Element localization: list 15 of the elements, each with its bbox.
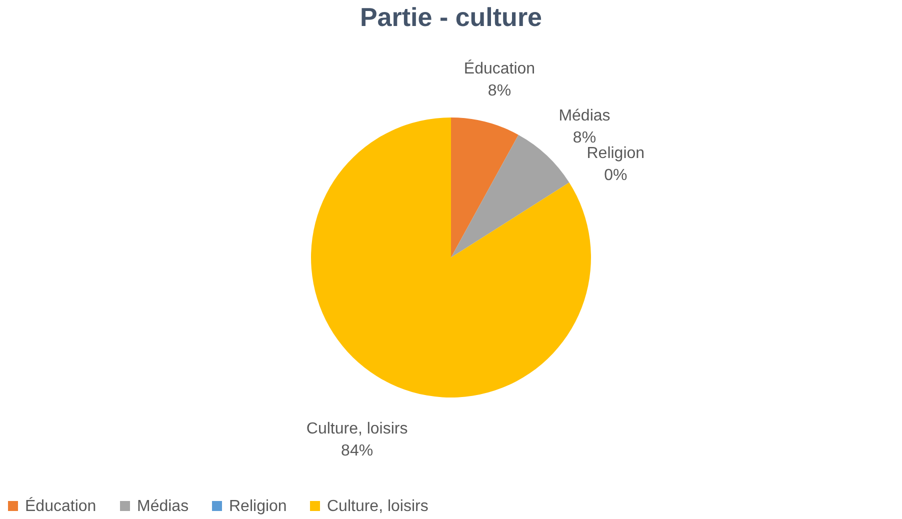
legend-label: Médias: [137, 498, 189, 515]
slice-label: Éducation: [464, 60, 536, 78]
pie-slice: [451, 134, 570, 258]
data-label: 8%: [572, 129, 596, 146]
slice-label: Culture, loisirs: [306, 420, 408, 438]
legend-label: Éducation: [25, 497, 96, 515]
legend-label: Culture, loisirs: [327, 498, 428, 515]
slice-label: Médias: [558, 107, 610, 124]
chart-title: Partie - culture: [360, 2, 542, 32]
data-label: 84%: [341, 442, 374, 460]
data-label: 8%: [488, 82, 512, 100]
text: 0%: [604, 167, 628, 184]
pie-slice: [451, 118, 518, 258]
legend-label: Religion: [229, 498, 287, 515]
category-label: Religion: [586, 145, 645, 162]
